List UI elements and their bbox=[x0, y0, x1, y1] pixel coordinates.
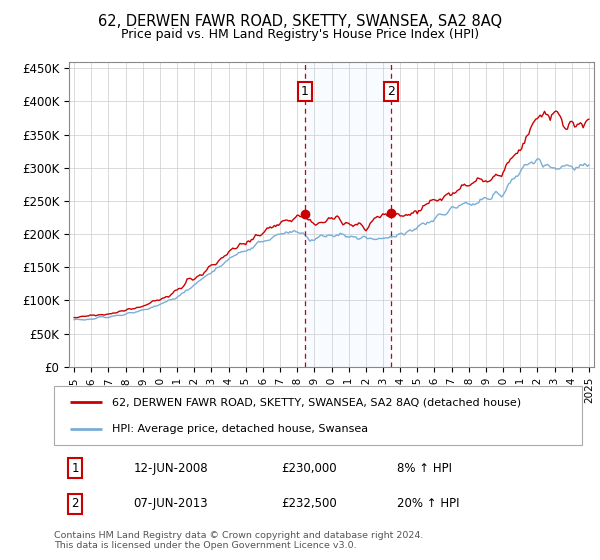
Text: 07-JUN-2013: 07-JUN-2013 bbox=[133, 497, 208, 510]
Text: 2: 2 bbox=[71, 497, 79, 510]
Text: 62, DERWEN FAWR ROAD, SKETTY, SWANSEA, SA2 8AQ: 62, DERWEN FAWR ROAD, SKETTY, SWANSEA, S… bbox=[98, 14, 502, 29]
Text: £232,500: £232,500 bbox=[281, 497, 337, 510]
Text: 2: 2 bbox=[387, 85, 395, 98]
Text: 20% ↑ HPI: 20% ↑ HPI bbox=[397, 497, 460, 510]
Text: 1: 1 bbox=[71, 461, 79, 475]
Text: Price paid vs. HM Land Registry's House Price Index (HPI): Price paid vs. HM Land Registry's House … bbox=[121, 28, 479, 41]
Text: HPI: Average price, detached house, Swansea: HPI: Average price, detached house, Swan… bbox=[112, 424, 368, 435]
Bar bbox=[305, 62, 391, 367]
Text: 62, DERWEN FAWR ROAD, SKETTY, SWANSEA, SA2 8AQ (detached house): 62, DERWEN FAWR ROAD, SKETTY, SWANSEA, S… bbox=[112, 397, 521, 407]
Text: 1: 1 bbox=[301, 85, 309, 98]
Text: £230,000: £230,000 bbox=[281, 461, 337, 475]
Text: 8% ↑ HPI: 8% ↑ HPI bbox=[397, 461, 452, 475]
Text: Contains HM Land Registry data © Crown copyright and database right 2024.
This d: Contains HM Land Registry data © Crown c… bbox=[54, 531, 424, 550]
Text: 12-JUN-2008: 12-JUN-2008 bbox=[133, 461, 208, 475]
FancyBboxPatch shape bbox=[54, 386, 582, 445]
